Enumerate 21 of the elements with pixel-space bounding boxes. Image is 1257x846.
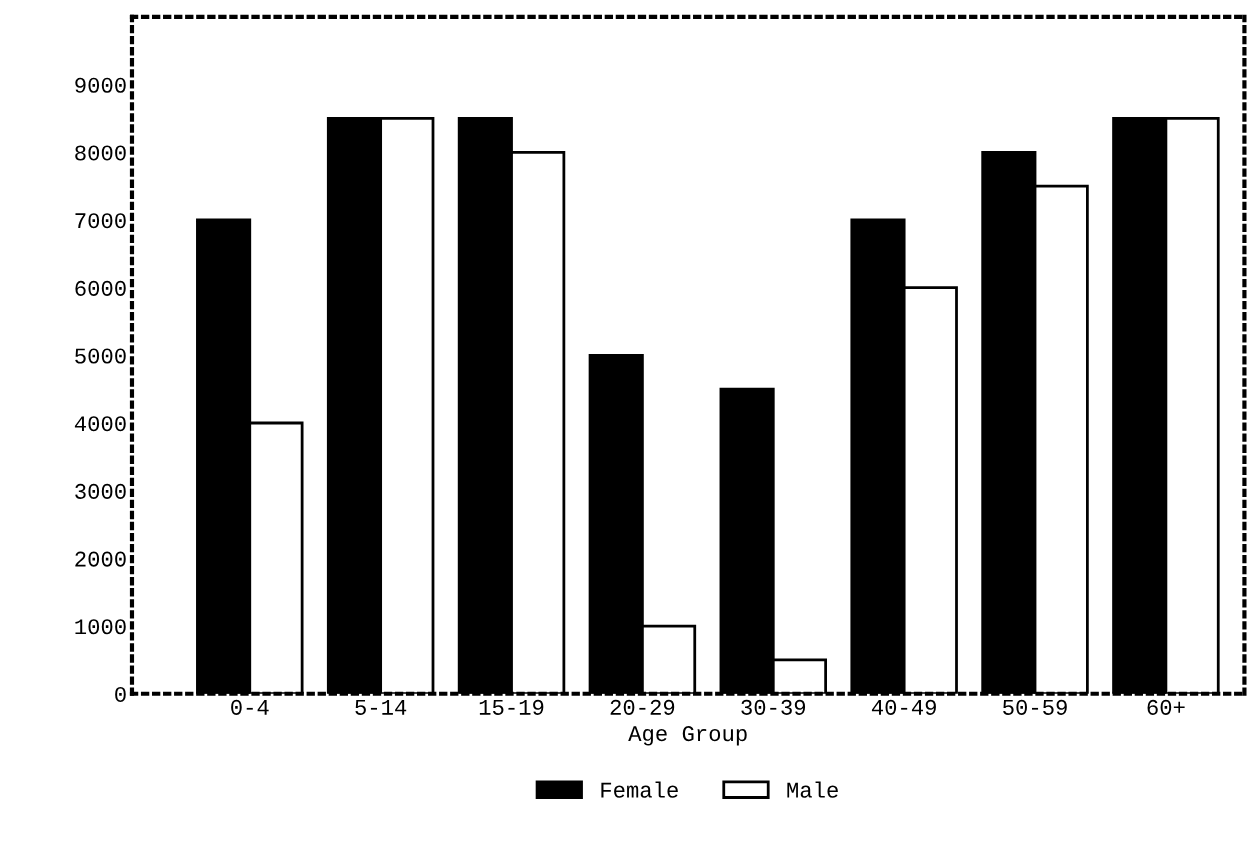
legend-label: Male [787,781,838,798]
y-tick-label: 3000 [75,483,126,499]
x-tick-label: 20-29 [610,699,675,715]
legend-label: Female [601,781,678,798]
y-tick-label: 8000 [75,145,126,161]
x-tick-label: 50-59 [1003,699,1067,715]
y-tick-label: 1000 [75,619,126,635]
x-tick-label: 0-4 [231,699,269,715]
y-tick-label: 9000 [75,77,126,93]
y-tick-label: 2000 [75,551,126,567]
x-axis-title: Age Group [628,726,747,746]
y-tick-label: 6000 [75,280,126,296]
y-tick-label: 5000 [75,348,126,364]
x-tick-label: 5-14 [355,700,407,715]
x-tick-label: 15-19 [479,699,544,715]
y-tick-label: 0 [115,686,126,702]
x-tick-label: 60+ [1147,699,1185,715]
x-tick-label: 40-49 [871,699,936,715]
x-tick-label: 30-39 [741,699,806,715]
y-tick-label: 7000 [75,213,126,229]
y-tick-label: 4000 [74,416,126,432]
